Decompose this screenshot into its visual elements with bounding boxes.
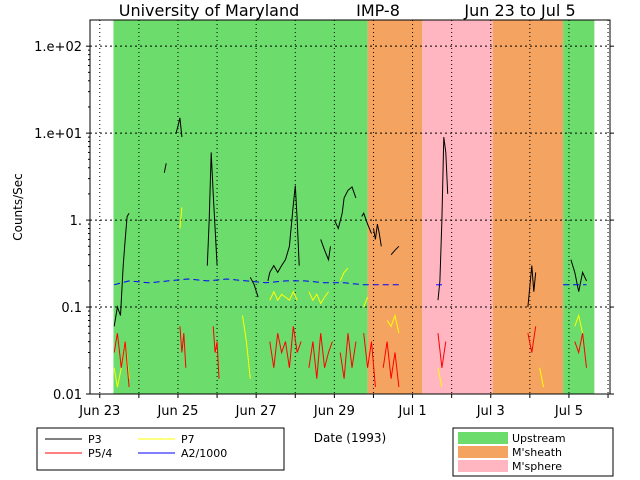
series-line-p3 <box>206 152 218 266</box>
series-line-p7 <box>574 313 584 334</box>
series-line-p7 <box>386 313 400 334</box>
region-label-msheath: M'sheath <box>512 446 562 459</box>
series-line-p3 <box>320 239 331 262</box>
series-line-p7 <box>363 296 369 308</box>
series-line-p3 <box>527 265 537 308</box>
series-line-p3 <box>175 117 183 138</box>
region-swatch-msheath <box>458 446 508 458</box>
series-line-p5-4 <box>339 333 357 379</box>
series-line-p3 <box>437 137 449 301</box>
series-line-a2-1000 <box>114 278 401 286</box>
x-tick-label: Jul 1 <box>398 404 427 419</box>
region-band-m-sphere <box>422 20 493 394</box>
series-line-p3 <box>390 245 400 256</box>
x-tick-label: Jun 23 <box>78 404 120 419</box>
chart-title-spacecraft: IMP-8 <box>356 1 400 20</box>
series-line-p5-4 <box>382 341 400 388</box>
series-line-p3 <box>249 277 259 298</box>
series-line-p7 <box>539 367 544 388</box>
series-line-p3 <box>373 224 382 247</box>
series-line-p7 <box>242 315 251 379</box>
series-line-p3 <box>333 186 357 230</box>
series-line-p5-4 <box>113 333 130 388</box>
region-label-upstream: Upstream <box>512 432 566 445</box>
region-band-m-sheath <box>492 20 564 394</box>
series-line-p5-4 <box>363 333 376 388</box>
x-axis-ticks: Jun 23 Jun 25 Jun 27 Jun 29 Jul 1 Jul 3 Jul 5 <box>78 394 609 419</box>
x-tick-label: Jun 29 <box>313 404 355 419</box>
series-line-p5-4 <box>527 326 537 353</box>
chart-title-institution: University of Maryland <box>119 1 300 20</box>
region-legend: Upstream M'sheath M'sphere <box>452 427 614 477</box>
region-bands <box>113 20 595 394</box>
series-line-p5-4 <box>212 326 220 379</box>
region-label-msphere: M'sphere <box>512 460 562 473</box>
series-line-p7 <box>339 267 349 282</box>
plot-frame <box>89 19 611 395</box>
series-legend-box <box>36 427 285 471</box>
series-line-p3 <box>267 185 300 282</box>
x-tick-label: Jun 27 <box>235 404 277 419</box>
y-axis-label: Counts/Sec <box>11 173 25 241</box>
y-tick-label: 1. <box>70 214 82 229</box>
series-line-p3 <box>163 163 167 173</box>
series-line-p3 <box>113 212 130 327</box>
series-line-p5-4 <box>574 333 587 368</box>
chart-title-date-range: Jun 23 to Jul 5 <box>463 1 575 20</box>
series-line-p7 <box>269 290 298 302</box>
y-tick-label: 0.1 <box>61 301 82 316</box>
series-line-p5-4 <box>437 333 447 368</box>
y-tick-label: 1.e+01 <box>34 127 82 142</box>
legend-label-p5-4: P5/4 <box>88 447 112 460</box>
region-swatch-msphere <box>458 460 508 472</box>
x-tick-label: Jul 3 <box>476 404 505 419</box>
y-tick-label: 1.e+02 <box>34 40 82 55</box>
series-line-p3 <box>570 259 587 292</box>
region-band-m-sheath <box>367 20 423 394</box>
series-legend: P3 P7 P5/4 A2/1000 <box>36 427 285 471</box>
legend-label-p7: P7 <box>181 433 195 446</box>
x-tick-label: Jul 5 <box>554 404 583 419</box>
x-axis-label: Date (1993) <box>314 431 386 445</box>
region-band-upstream <box>563 20 595 394</box>
series-line-p7 <box>437 367 443 388</box>
series-line-p3 <box>361 212 372 234</box>
x-tick-label: Jun 25 <box>156 404 198 419</box>
series-line-p7 <box>179 207 183 229</box>
y-tick-label: 0.01 <box>53 388 82 403</box>
series-line-p5-4 <box>269 326 302 368</box>
y-axis-ticks: 1.e+02 1.e+01 1. 0.1 0.01 <box>34 40 614 403</box>
data-series <box>113 117 587 388</box>
region-band-upstream <box>113 20 368 394</box>
legend-label-a2-1000: A2/1000 <box>181 447 227 460</box>
series-line-p7 <box>308 291 329 305</box>
legend-label-p3: P3 <box>88 433 102 446</box>
series-line-p5-4 <box>179 326 187 368</box>
series-line-p5-4 <box>308 333 333 379</box>
region-swatch-upstream <box>458 432 508 444</box>
